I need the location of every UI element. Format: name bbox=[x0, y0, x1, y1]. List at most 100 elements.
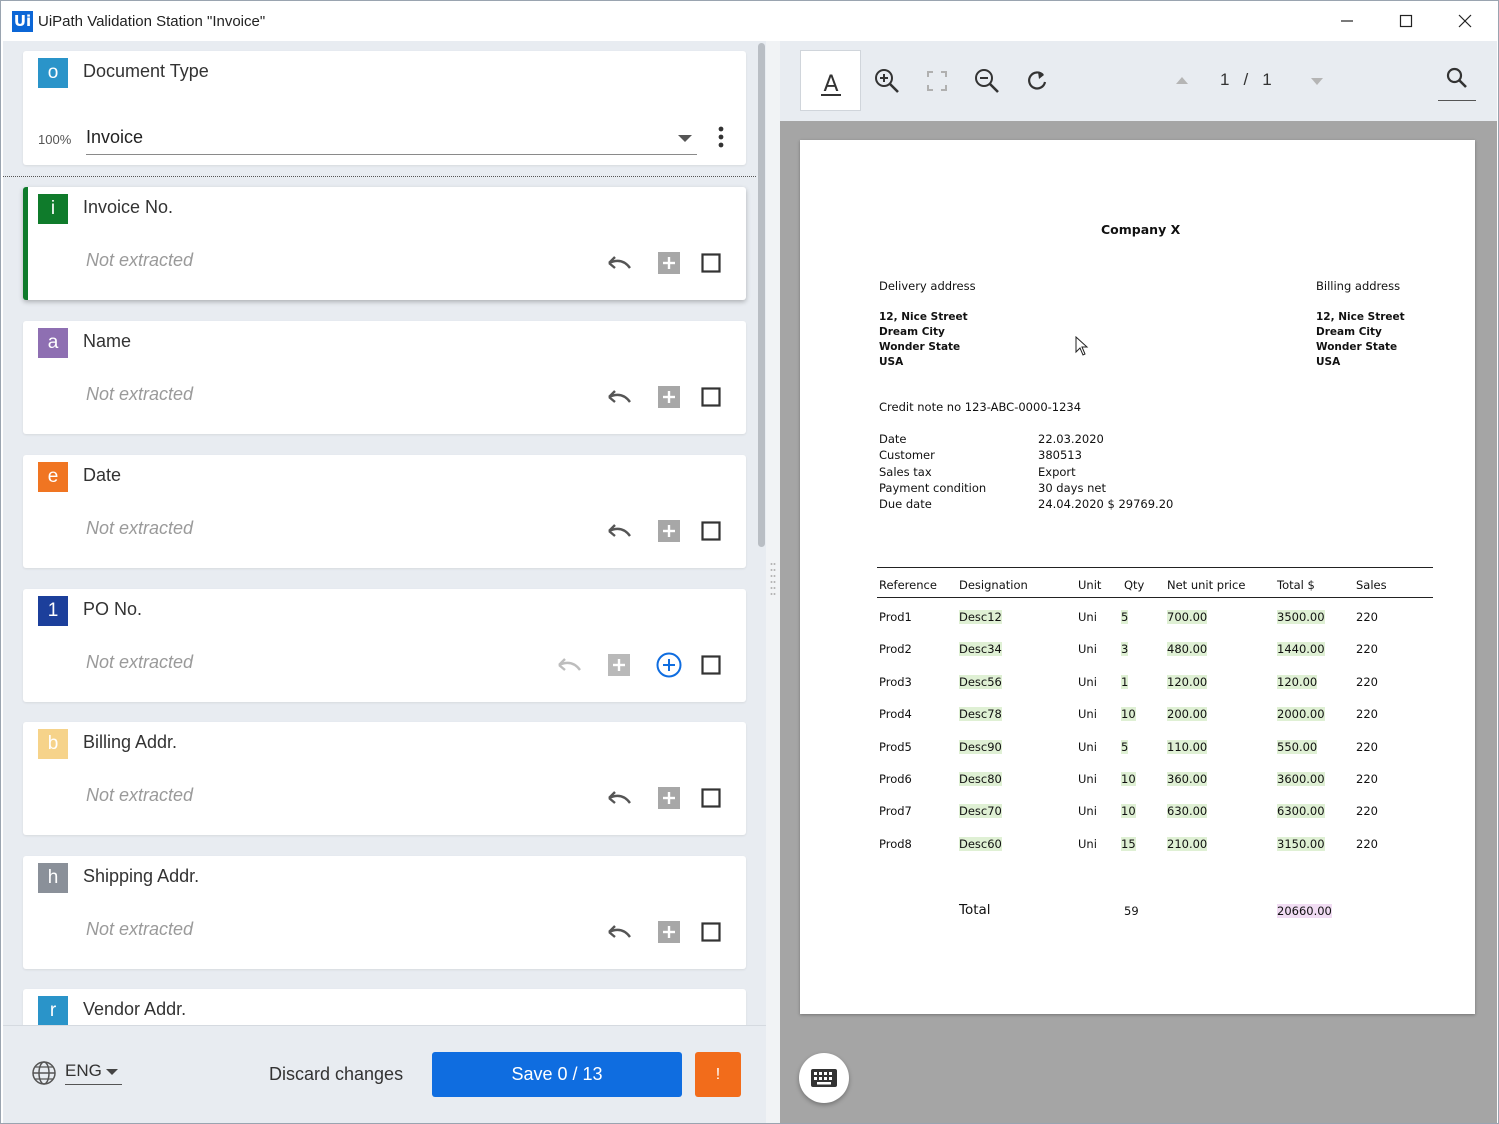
table-cell: Desc80 bbox=[959, 772, 1002, 786]
field-value: Not extracted bbox=[86, 919, 194, 939]
mouse-cursor-icon bbox=[1075, 336, 1089, 356]
undo-button[interactable] bbox=[605, 383, 633, 411]
billing-address-heading: Billing address bbox=[1316, 279, 1401, 293]
delivery-address-line: Wonder State bbox=[879, 341, 961, 353]
section-divider bbox=[3, 176, 756, 177]
fit-page-button[interactable] bbox=[919, 63, 955, 99]
field-value: Not extracted bbox=[86, 785, 194, 805]
viewer-toolbar: A 1 / 1 bbox=[780, 41, 1497, 121]
field-badge: i bbox=[38, 194, 68, 224]
undo-button[interactable] bbox=[605, 517, 633, 545]
add-value-button[interactable] bbox=[605, 651, 633, 679]
table-cell: Uni bbox=[1078, 675, 1097, 689]
field-checkbox[interactable] bbox=[697, 918, 725, 946]
field-card-billing-addr[interactable]: b Billing Addr. Not extracted bbox=[23, 722, 746, 835]
total-pages: 1 bbox=[1262, 70, 1272, 89]
table-header: Reference bbox=[879, 578, 937, 592]
add-value-button[interactable] bbox=[655, 517, 683, 545]
credit-note-number: Credit note no 123-ABC-0000-1234 bbox=[879, 400, 1082, 414]
table-cell: 220 bbox=[1356, 772, 1378, 786]
minimize-button[interactable] bbox=[1318, 1, 1376, 41]
page-separator: / bbox=[1243, 70, 1249, 89]
table-cell: Uni bbox=[1078, 740, 1097, 754]
table-cell: 5 bbox=[1121, 740, 1129, 754]
next-page-button[interactable] bbox=[1311, 78, 1323, 85]
language-selector[interactable]: ENG bbox=[31, 1060, 122, 1086]
field-checkbox[interactable] bbox=[697, 784, 725, 812]
scrollbar-thumb[interactable] bbox=[758, 43, 765, 547]
billing-address-line: Dream City bbox=[1316, 326, 1382, 338]
info-value: 380513 bbox=[1038, 448, 1082, 462]
undo-icon bbox=[608, 791, 631, 804]
previous-page-button[interactable] bbox=[1176, 77, 1188, 84]
field-checkbox[interactable] bbox=[697, 383, 725, 411]
table-cell: Desc12 bbox=[959, 610, 1002, 624]
undo-button[interactable] bbox=[605, 249, 633, 277]
field-card-date[interactable]: e Date Not extracted bbox=[23, 455, 746, 568]
language-label: ENG bbox=[65, 1061, 102, 1080]
undo-button[interactable] bbox=[605, 918, 633, 946]
table-cell: 220 bbox=[1356, 642, 1378, 656]
add-circle-button[interactable] bbox=[655, 651, 683, 679]
field-checkbox[interactable] bbox=[697, 517, 725, 545]
language-value: ENG bbox=[65, 1061, 122, 1085]
more-vert-icon bbox=[718, 126, 724, 148]
text-mode-button[interactable]: A bbox=[800, 50, 861, 111]
add-value-button[interactable] bbox=[655, 383, 683, 411]
table-cell: Desc78 bbox=[959, 707, 1002, 721]
zoom-in-button[interactable] bbox=[869, 63, 905, 99]
undo-button[interactable] bbox=[605, 784, 633, 812]
table-cell: 3600.00 bbox=[1277, 772, 1325, 786]
table-cell: 1 bbox=[1121, 675, 1129, 689]
table-cell: Prod1 bbox=[879, 610, 912, 624]
keyboard-icon bbox=[811, 1069, 837, 1087]
field-card-vendor-addr[interactable]: r Vendor Addr. bbox=[23, 989, 746, 1025]
table-top-rule bbox=[877, 567, 1433, 568]
page-indicator: 1 / 1 bbox=[1220, 70, 1272, 90]
window-title: UiPath Validation Station "Invoice" bbox=[38, 13, 266, 30]
search-icon bbox=[1446, 67, 1467, 88]
search-button[interactable] bbox=[1438, 61, 1476, 101]
billing-address-line: 12, Nice Street bbox=[1316, 311, 1405, 323]
maximize-button[interactable] bbox=[1377, 1, 1435, 41]
fullscreen-icon bbox=[927, 71, 947, 91]
table-cell: 480.00 bbox=[1167, 642, 1208, 656]
more-options-button[interactable] bbox=[713, 123, 729, 151]
field-badge: h bbox=[38, 863, 68, 893]
rotate-button[interactable] bbox=[1019, 63, 1055, 99]
table-cell: 3500.00 bbox=[1277, 610, 1325, 624]
field-card-shipping-addr[interactable]: h Shipping Addr. Not extracted bbox=[23, 856, 746, 969]
undo-icon bbox=[608, 524, 631, 537]
chevron-down-icon bbox=[105, 1069, 118, 1075]
table-cell: 3150.00 bbox=[1277, 837, 1325, 851]
field-checkbox[interactable] bbox=[697, 249, 725, 277]
table-cell: 220 bbox=[1356, 837, 1378, 851]
discard-changes-button[interactable]: Discard changes bbox=[269, 1064, 404, 1084]
table-cell: 220 bbox=[1356, 675, 1378, 689]
field-card-invoice-no[interactable]: i Invoice No. Not extracted bbox=[23, 187, 746, 300]
field-label: PO No. bbox=[83, 599, 143, 619]
drag-handle-icon bbox=[770, 563, 776, 595]
document-page[interactable]: Company X Delivery address Billing addre… bbox=[800, 140, 1475, 1014]
add-value-button[interactable] bbox=[655, 784, 683, 812]
document-type-select[interactable]: Invoice bbox=[86, 123, 697, 155]
pane-splitter[interactable] bbox=[766, 41, 780, 1123]
save-button[interactable]: Save 0 / 13 bbox=[432, 1052, 682, 1097]
checkbox-icon bbox=[701, 922, 721, 942]
undo-icon bbox=[608, 390, 631, 403]
add-value-button[interactable] bbox=[655, 249, 683, 277]
add-value-button[interactable] bbox=[655, 918, 683, 946]
table-header: Total $ bbox=[1277, 578, 1315, 592]
zoom-out-button[interactable] bbox=[969, 63, 1005, 99]
undo-button[interactable] bbox=[555, 651, 583, 679]
table-header: Sales bbox=[1356, 578, 1387, 592]
field-card-name[interactable]: a Name Not extracted bbox=[23, 321, 746, 434]
close-button[interactable] bbox=[1436, 1, 1494, 41]
table-cell: 5 bbox=[1121, 610, 1129, 624]
table-header: Unit bbox=[1078, 578, 1102, 592]
field-checkbox[interactable] bbox=[697, 651, 725, 679]
keyboard-shortcuts-button[interactable] bbox=[799, 1053, 849, 1103]
checkbox-icon bbox=[701, 655, 721, 675]
field-card-po-no[interactable]: 1 PO No. Not extracted bbox=[23, 589, 746, 702]
warnings-button[interactable]: ! bbox=[695, 1052, 741, 1097]
